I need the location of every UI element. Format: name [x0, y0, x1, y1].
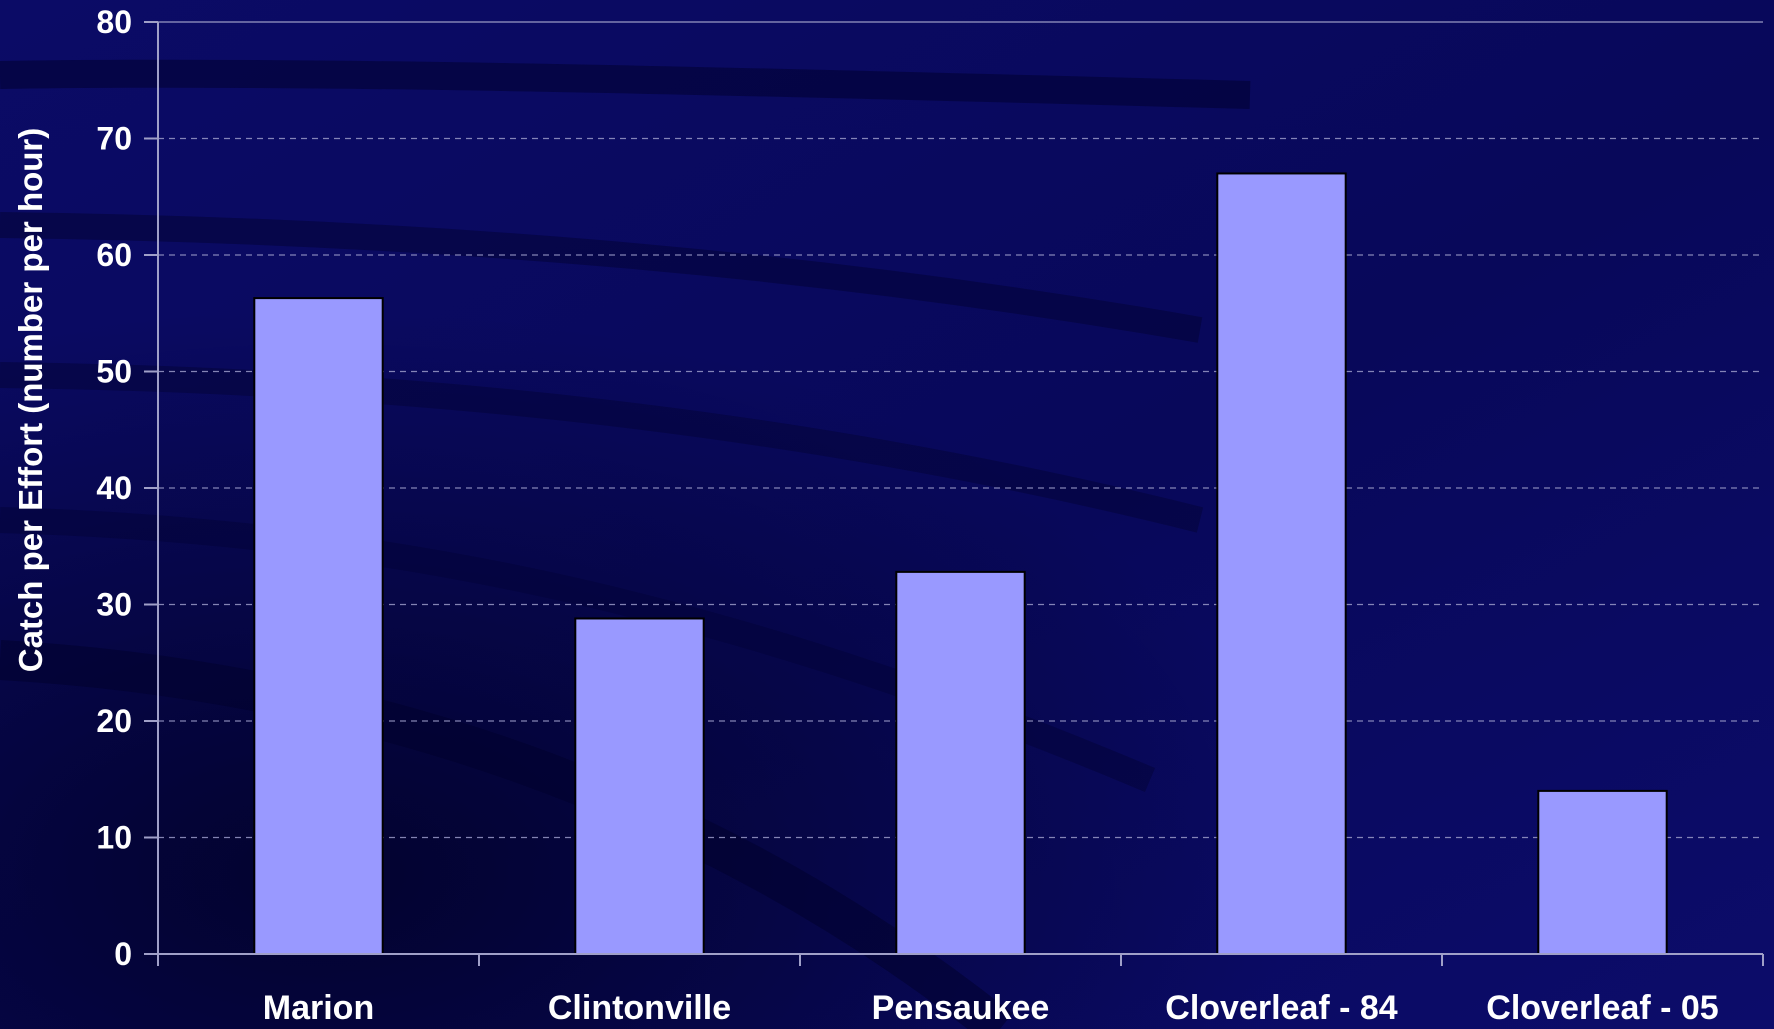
x-tick-label: Pensaukee [872, 989, 1050, 1027]
bar [895, 570, 1026, 955]
axes [144, 21, 1764, 966]
y-tick-label: 20 [96, 703, 132, 739]
x-tick-label: Clintonville [548, 989, 731, 1027]
x-tick-label: Marion [263, 989, 374, 1027]
bar [1537, 789, 1668, 956]
y-axis-title: Catch per Effort (number per hour) [12, 128, 49, 673]
bars [253, 172, 1668, 956]
x-tick-label: Cloverleaf - 05 [1486, 989, 1718, 1027]
y-tick-label: 0 [114, 936, 132, 972]
y-tick-label: 50 [96, 354, 132, 390]
y-tick-label: 80 [96, 4, 132, 40]
axis-labels: 0 10 20 30 40 50 60 70 80 Marion Clintonville Pensa… [96, 4, 1718, 1027]
y-tick-label: 10 [96, 820, 132, 856]
gridlines [158, 137, 1763, 839]
bar [1216, 172, 1347, 955]
y-tick-label: 40 [96, 470, 132, 506]
y-tick-label: 60 [96, 237, 132, 273]
y-tick-label: 30 [96, 587, 132, 623]
bar [574, 617, 705, 955]
bar [253, 297, 384, 956]
y-tick-label: 70 [96, 121, 132, 157]
x-tick-label: Cloverleaf - 84 [1165, 989, 1398, 1027]
